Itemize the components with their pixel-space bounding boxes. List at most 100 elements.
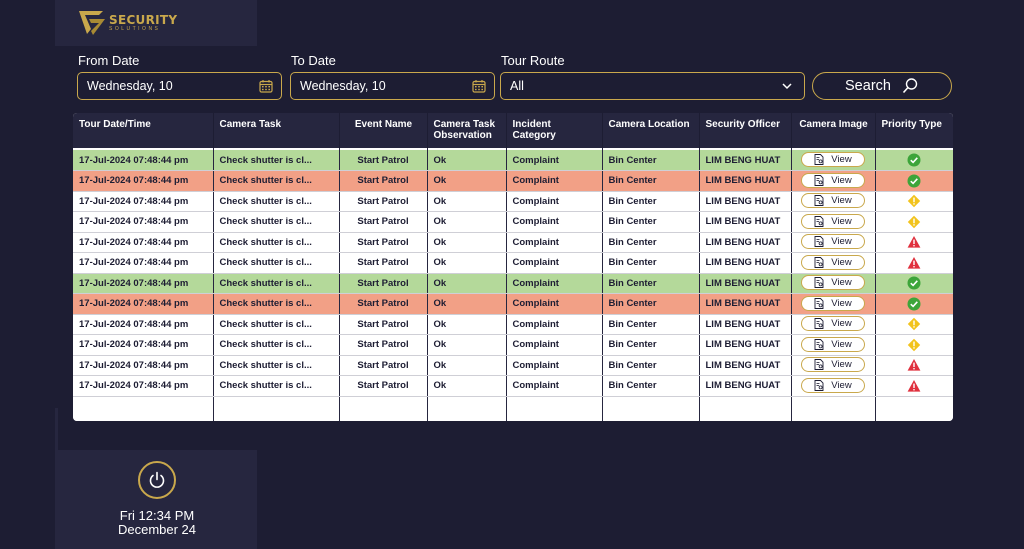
view-image-button[interactable]: View: [801, 357, 865, 373]
cell-security-officer: LIM BENG HUAT: [699, 375, 792, 397]
cell-incident-category: Complaint: [506, 232, 603, 253]
cell-observation: Ok: [427, 252, 507, 274]
cell-observation: Ok: [427, 293, 507, 315]
warning-diamond-icon: [907, 215, 921, 228]
search-button[interactable]: Search: [812, 72, 952, 100]
view-image-button[interactable]: View: [801, 213, 865, 229]
table-row[interactable]: 17-Jul-2024 07:48:44 pm Check shutter is …: [73, 232, 953, 253]
chevron-down-icon: [782, 83, 792, 90]
cell-observation: Ok: [427, 232, 507, 253]
cell-event-name: Start Patrol: [339, 170, 428, 192]
cell-observation: Ok: [427, 191, 507, 212]
cell-camera-image: View: [791, 273, 876, 294]
cell-camera-location: Bin Center: [602, 293, 700, 315]
clock-time: Fri 12:34 PM: [119, 508, 195, 523]
cell-security-officer: LIM BENG HUAT: [699, 273, 792, 294]
table-row[interactable]: 17-Jul-2024 07:48:44 pm Check shutter is …: [73, 273, 953, 294]
view-image-button[interactable]: View: [801, 295, 865, 311]
document-view-icon: [814, 256, 824, 268]
brand-tagline: SOLUTIONS: [109, 26, 161, 32]
table-row[interactable]: 17-Jul-2024 07:48:44 pm Check shutter is …: [73, 150, 953, 171]
col-security-officer: Security Officer: [699, 113, 792, 148]
view-image-button[interactable]: View: [801, 275, 865, 291]
cell-priority: [875, 314, 953, 335]
cell-security-officer: LIM BENG HUAT: [699, 150, 792, 171]
table-row[interactable]: 17-Jul-2024 07:48:44 pm Check shutter is …: [73, 170, 953, 192]
col-priority-type: Priority Type: [875, 113, 953, 148]
cell-priority: [875, 191, 953, 212]
cell-security-officer: LIM BENG HUAT: [699, 334, 792, 356]
cell-event-name: Start Patrol: [339, 150, 428, 171]
table-row[interactable]: 17-Jul-2024 07:48:44 pm Check shutter is …: [73, 355, 953, 376]
table-row[interactable]: 17-Jul-2024 07:48:44 pm Check shutter is …: [73, 211, 953, 233]
success-check-icon: [907, 174, 921, 188]
calendar-icon[interactable]: [472, 79, 486, 93]
success-check-icon: [907, 276, 921, 290]
document-view-icon: [814, 297, 824, 309]
cell-observation: Ok: [427, 334, 507, 356]
cell-camera-location: Bin Center: [602, 334, 700, 356]
brand-name: SECURITY: [109, 13, 178, 27]
power-button[interactable]: [138, 461, 176, 499]
calendar-icon[interactable]: [259, 79, 273, 93]
cell-camera-task: Check shutter is cl...: [213, 334, 340, 356]
col-camera-image: Camera Image: [791, 113, 876, 148]
document-view-icon: [814, 277, 824, 289]
warning-diamond-icon: [907, 195, 921, 208]
cell-camera-task: Check shutter is cl...: [213, 375, 340, 397]
col-incident-category: Incident Category: [506, 113, 603, 148]
to-date-field[interactable]: Wednesday, 10: [290, 72, 495, 100]
to-date-label: To Date: [291, 53, 336, 68]
view-image-button[interactable]: View: [801, 377, 865, 393]
cell-camera-location: Bin Center: [602, 252, 700, 274]
from-date-field[interactable]: Wednesday, 10: [77, 72, 282, 100]
cell-priority: [875, 170, 953, 192]
tour-route-select[interactable]: All: [500, 72, 805, 100]
cell-tour-datetime: 17-Jul-2024 07:48:44 pm: [73, 170, 214, 192]
view-button-label: View: [831, 338, 852, 350]
success-check-icon: [907, 297, 921, 311]
cell-tour-datetime: 17-Jul-2024 07:48:44 pm: [73, 293, 214, 315]
tour-route-value: All: [510, 79, 524, 93]
document-view-icon: [814, 236, 824, 248]
cell-security-officer: LIM BENG HUAT: [699, 355, 792, 376]
cell-camera-location: Bin Center: [602, 211, 700, 233]
clock-panel: Fri 12:34 PM December 24: [57, 450, 257, 549]
cell-incident-category: Complaint: [506, 191, 603, 212]
table-row[interactable]: 17-Jul-2024 07:48:44 pm Check shutter is …: [73, 191, 953, 212]
cell-event-name: Start Patrol: [339, 334, 428, 356]
cell-tour-datetime: 17-Jul-2024 07:48:44 pm: [73, 211, 214, 233]
view-image-button[interactable]: View: [801, 152, 865, 167]
cell-camera-location: Bin Center: [602, 150, 700, 171]
table-row[interactable]: 17-Jul-2024 07:48:44 pm Check shutter is …: [73, 334, 953, 356]
cell-camera-image: View: [791, 150, 876, 171]
cell-tour-datetime: 17-Jul-2024 07:48:44 pm: [73, 375, 214, 397]
cell-observation: Ok: [427, 375, 507, 397]
view-image-button[interactable]: View: [801, 316, 865, 332]
cell-event-name: Start Patrol: [339, 273, 428, 294]
sidebar-strip: [55, 408, 58, 549]
cell-incident-category: Complaint: [506, 375, 603, 397]
cell-tour-datetime: 17-Jul-2024 07:48:44 pm: [73, 150, 214, 171]
table-row[interactable]: 17-Jul-2024 07:48:44 pm Check shutter is …: [73, 375, 953, 397]
table-row[interactable]: 17-Jul-2024 07:48:44 pm Check shutter is …: [73, 314, 953, 335]
cell-camera-location: Bin Center: [602, 375, 700, 397]
cell-priority: [875, 375, 953, 397]
view-image-button[interactable]: View: [801, 336, 865, 352]
clock-date: December 24: [117, 522, 197, 537]
alert-triangle-icon: [907, 256, 921, 269]
view-image-button[interactable]: View: [801, 193, 865, 209]
view-image-button[interactable]: View: [801, 234, 865, 250]
tour-route-label: Tour Route: [501, 53, 565, 68]
view-image-button[interactable]: View: [801, 254, 865, 270]
table-row[interactable]: 17-Jul-2024 07:48:44 pm Check shutter is …: [73, 252, 953, 274]
document-view-icon: [814, 215, 824, 227]
view-button-label: View: [831, 236, 852, 248]
cell-event-name: Start Patrol: [339, 355, 428, 376]
cell-incident-category: Complaint: [506, 293, 603, 315]
tour-report-table: Tour Date/Time Camera Task Event Name Ca…: [73, 113, 953, 421]
table-row[interactable]: 17-Jul-2024 07:48:44 pm Check shutter is …: [73, 293, 953, 315]
view-image-button[interactable]: View: [801, 172, 865, 188]
col-camera-location: Camera Location: [602, 113, 700, 148]
cell-camera-task: Check shutter is cl...: [213, 191, 340, 212]
